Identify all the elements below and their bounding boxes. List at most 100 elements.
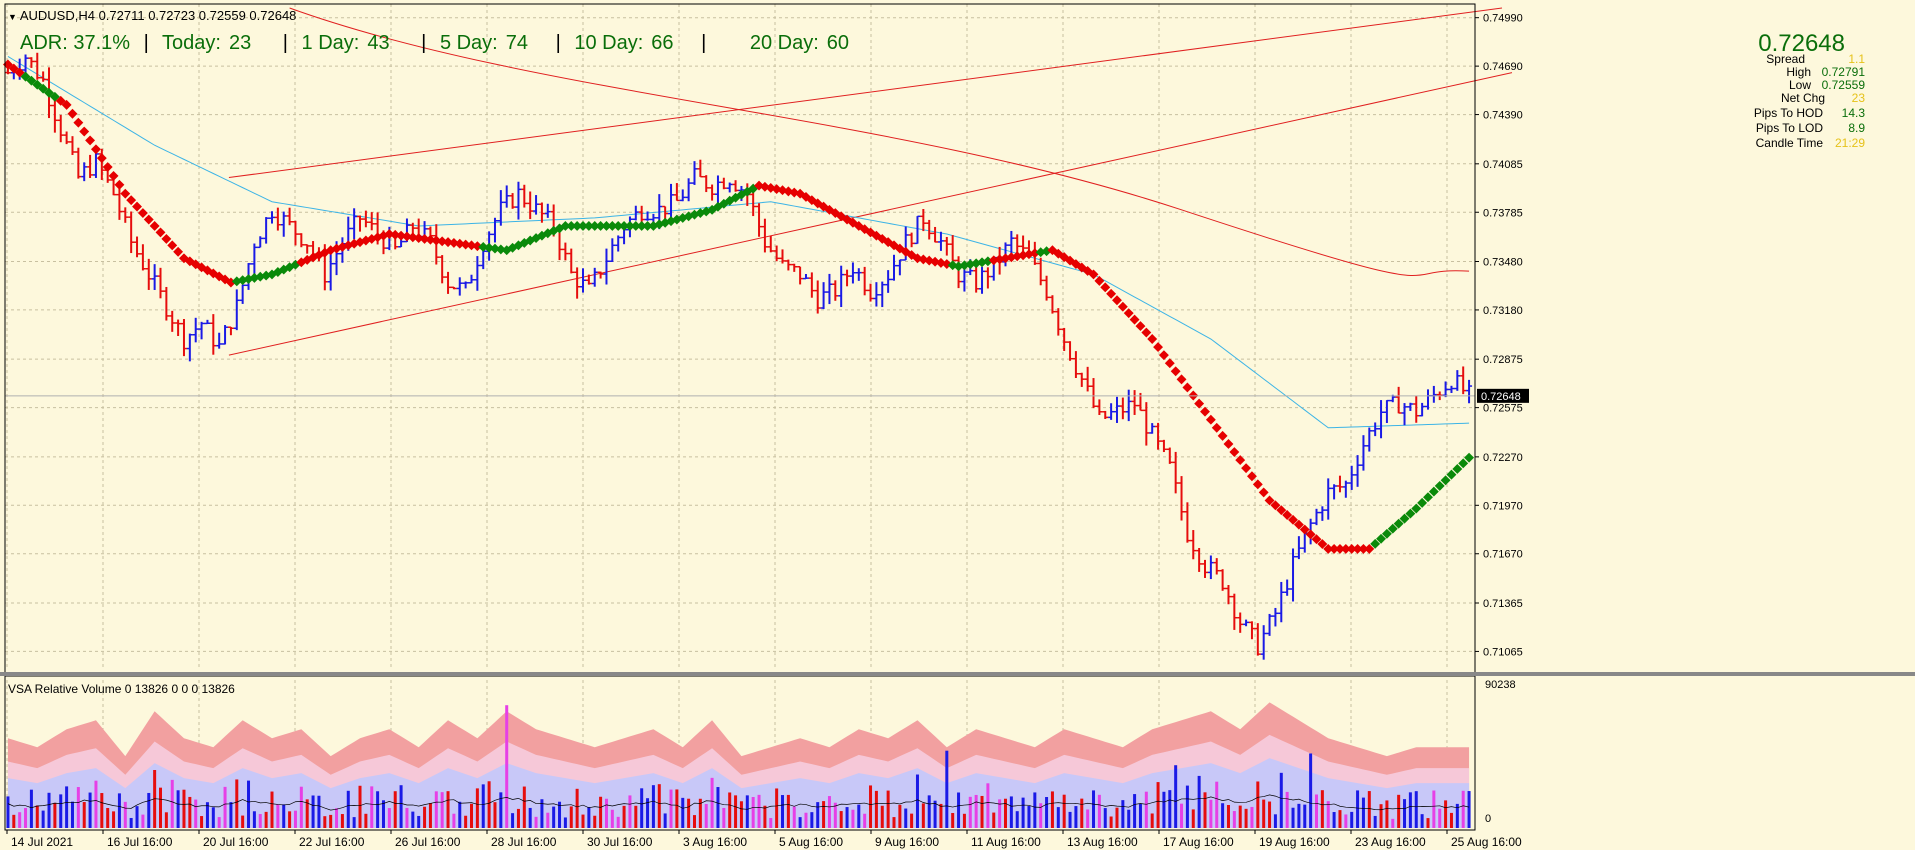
volume-bar xyxy=(1127,809,1131,828)
price-tick-label: 0.74085 xyxy=(1483,159,1523,171)
d10-label: 10 Day: xyxy=(574,32,644,54)
trend-dot xyxy=(1141,327,1152,338)
trend-dot xyxy=(38,83,49,94)
volume-bar xyxy=(282,804,286,828)
symbol-line: AUDUSD,H4 0.72711 0.72723 0.72559 0.7264… xyxy=(19,8,297,23)
trend-dot xyxy=(126,195,137,206)
volume-bar xyxy=(1168,790,1172,828)
candle-label: Candle Time xyxy=(1755,136,1823,150)
volume-bar xyxy=(822,801,826,828)
volume-bar xyxy=(692,815,696,828)
volume-bar xyxy=(1326,801,1330,828)
volume-bar xyxy=(522,786,526,828)
trend-dot xyxy=(1258,487,1269,498)
volume-bar xyxy=(24,808,28,828)
collapse-arrow-icon[interactable]: ▼ xyxy=(8,12,17,22)
volume-bar xyxy=(229,802,233,828)
volume-bar xyxy=(1397,794,1401,828)
volume-bar xyxy=(194,799,198,828)
price-tick-label: 0.74690 xyxy=(1483,61,1523,73)
volume-bar xyxy=(904,808,908,828)
lod-label: Pips To LOD xyxy=(1755,121,1823,135)
trend-dot xyxy=(1217,430,1228,441)
trend-dots xyxy=(2,59,1475,554)
trend-dot xyxy=(407,232,418,243)
today-value: 23 xyxy=(228,32,252,54)
time-tick-label: 14 Jul 2021 xyxy=(11,835,73,849)
volume-bar xyxy=(957,792,961,828)
trend-dot xyxy=(619,221,630,231)
volume-bar xyxy=(798,817,802,828)
volume-bar xyxy=(481,784,485,828)
trend-dot xyxy=(1323,543,1334,554)
volume-bar xyxy=(252,811,256,828)
volume-bar xyxy=(270,791,274,828)
trend-dot xyxy=(1235,455,1246,466)
volume-bar xyxy=(1361,797,1365,828)
volume-bar xyxy=(734,795,738,828)
volume-bar xyxy=(65,786,69,828)
price-tick-label: 0.71970 xyxy=(1483,500,1523,512)
volume-bar xyxy=(1033,792,1037,828)
volume-bar xyxy=(117,793,121,828)
trend-dot xyxy=(413,233,424,244)
trend-dot xyxy=(91,144,101,155)
volume-bar xyxy=(781,795,785,828)
volume-bar xyxy=(346,790,350,828)
current-price-label: 0.72648 xyxy=(1481,391,1521,403)
volume-bar xyxy=(1015,811,1019,828)
volume-bar xyxy=(933,800,937,828)
trend-dot xyxy=(1458,458,1469,469)
volume-bar xyxy=(1432,790,1436,828)
volume-bar xyxy=(1197,775,1201,828)
trend-dot xyxy=(1346,543,1357,554)
trend-dot xyxy=(44,87,54,98)
volume-bar xyxy=(569,806,573,828)
trend-dot xyxy=(636,221,647,231)
d1-label: 1 Day: xyxy=(301,32,360,54)
volume-bar xyxy=(247,780,251,828)
volume-bar xyxy=(587,807,591,828)
volume-bar xyxy=(123,801,127,828)
volume-bar xyxy=(41,810,45,828)
volume-bar xyxy=(992,812,996,828)
volume-bar xyxy=(399,785,403,828)
trend-dot xyxy=(1335,543,1345,554)
volume-bar xyxy=(135,806,139,828)
trend-dot xyxy=(478,242,489,252)
volume-bar xyxy=(1279,772,1283,828)
vsa-volume-pane xyxy=(6,702,1471,828)
candle-value: 21:29 xyxy=(1834,136,1865,150)
volume-bar xyxy=(640,788,644,828)
time-tick-label: 17 Aug 16:00 xyxy=(1163,835,1234,849)
volume-bar xyxy=(616,816,620,828)
volume-bar xyxy=(1385,800,1389,828)
trend-dot xyxy=(1293,519,1304,530)
trend-dot xyxy=(1223,439,1234,449)
trend-dot xyxy=(173,246,184,257)
volume-bar xyxy=(657,784,661,828)
volume-bar xyxy=(176,790,180,828)
price-tick-label: 0.71065 xyxy=(1483,646,1523,658)
volume-bar xyxy=(1027,805,1031,828)
trend-dot xyxy=(1358,543,1369,554)
volume-bar xyxy=(1403,799,1407,828)
volume-bar xyxy=(205,802,209,828)
trend-dot xyxy=(396,230,407,241)
trend-dot xyxy=(96,153,107,164)
trend-dot xyxy=(595,221,606,231)
axes: 0.74990 0.74690 0.74390 0.74085 0.73785 0.734… xyxy=(5,13,1529,849)
trend-dot xyxy=(1387,523,1398,534)
volume-bar xyxy=(1144,791,1148,828)
volume-bar xyxy=(217,817,221,828)
trend-dot xyxy=(630,221,641,231)
volume-bar xyxy=(381,800,385,828)
trend-dot xyxy=(578,221,588,231)
volume-bar xyxy=(874,790,878,828)
trend-dot xyxy=(79,126,90,137)
time-tick-label: 3 Aug 16:00 xyxy=(683,835,747,849)
volume-bar xyxy=(1262,799,1266,828)
volume-bar xyxy=(681,797,685,828)
volume-bar xyxy=(628,795,632,828)
trend-dot xyxy=(437,236,448,247)
